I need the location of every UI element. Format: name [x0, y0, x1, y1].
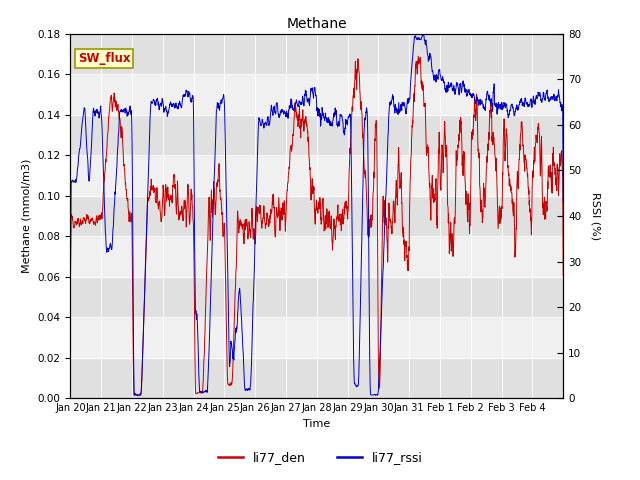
Y-axis label: Methane (mmol/m3): Methane (mmol/m3): [22, 159, 32, 273]
Bar: [70, 34, 563, 74]
Text: SW_flux: SW_flux: [78, 52, 131, 65]
Legend: li77_den, li77_rssi: li77_den, li77_rssi: [212, 446, 428, 469]
Bar: [70, 236, 563, 277]
Bar: [70, 74, 563, 115]
Bar: [70, 358, 563, 398]
X-axis label: Time: Time: [303, 419, 330, 429]
Bar: [70, 115, 563, 155]
Bar: [70, 317, 563, 358]
Bar: [70, 196, 563, 236]
Bar: [70, 155, 563, 196]
Y-axis label: RSSI (%): RSSI (%): [591, 192, 600, 240]
Bar: [70, 277, 563, 317]
Title: Methane: Methane: [287, 17, 347, 31]
